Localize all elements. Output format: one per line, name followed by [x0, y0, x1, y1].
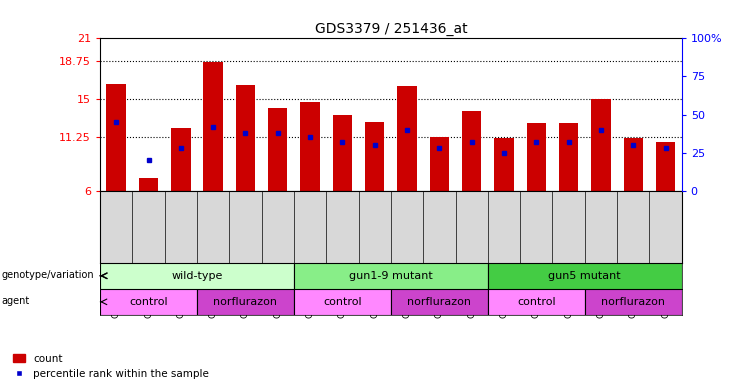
Bar: [139, 179, 159, 191]
Bar: [333, 114, 352, 191]
Text: genotype/variation: genotype/variation: [1, 270, 94, 280]
Bar: [462, 111, 482, 191]
Bar: [397, 86, 416, 191]
Text: control: control: [323, 297, 362, 307]
Bar: [488, 263, 682, 289]
Bar: [294, 289, 391, 315]
Text: control: control: [129, 297, 167, 307]
Bar: [656, 142, 675, 191]
Text: gun5 mutant: gun5 mutant: [548, 271, 621, 281]
Bar: [591, 99, 611, 191]
Bar: [100, 289, 197, 315]
Text: wild-type: wild-type: [171, 271, 222, 281]
Bar: [494, 138, 514, 191]
Bar: [268, 108, 288, 191]
Bar: [488, 289, 585, 315]
Title: GDS3379 / 251436_at: GDS3379 / 251436_at: [315, 22, 467, 36]
Bar: [236, 85, 255, 191]
Bar: [204, 62, 223, 191]
Bar: [171, 128, 190, 191]
Bar: [300, 103, 320, 191]
Bar: [197, 289, 294, 315]
Bar: [100, 263, 294, 289]
Text: norflurazon: norflurazon: [408, 297, 471, 307]
Text: control: control: [517, 297, 556, 307]
Bar: [559, 122, 578, 191]
Bar: [107, 84, 126, 191]
Bar: [391, 289, 488, 315]
Text: norflurazon: norflurazon: [601, 297, 665, 307]
Legend: count, percentile rank within the sample: count, percentile rank within the sample: [13, 354, 209, 379]
Bar: [624, 138, 643, 191]
Bar: [430, 137, 449, 191]
Bar: [365, 122, 385, 191]
Text: gun1-9 mutant: gun1-9 mutant: [349, 271, 433, 281]
Bar: [527, 122, 546, 191]
Bar: [585, 289, 682, 315]
Text: norflurazon: norflurazon: [213, 297, 277, 307]
Bar: [294, 263, 488, 289]
Text: agent: agent: [1, 296, 30, 306]
